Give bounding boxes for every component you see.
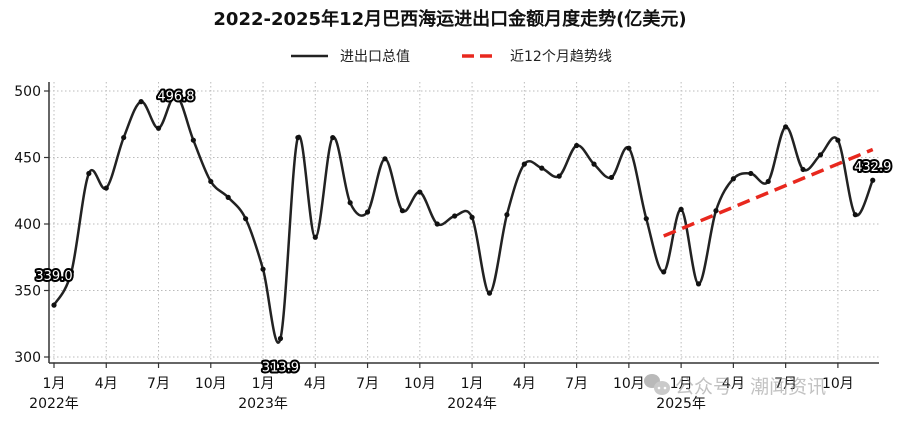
data-label: 313.9	[262, 361, 299, 376]
x-tick-year-label: 2022年	[29, 396, 79, 412]
x-tick-label: 7月	[774, 376, 797, 392]
data-point	[800, 166, 806, 173]
data-point	[173, 92, 179, 98]
legend-label-trend: 近12个月趋势线	[510, 49, 612, 65]
data-label: 432.9	[854, 160, 891, 175]
data-point	[783, 124, 789, 130]
data-point	[243, 216, 249, 222]
x-tick-label: 10月	[613, 376, 645, 392]
data-point	[68, 269, 75, 275]
data-point	[521, 161, 527, 167]
x-tick-label: 4月	[95, 376, 118, 392]
wechat-icon	[644, 374, 670, 395]
data-point	[539, 165, 545, 171]
legend: 进出口总值 近12个月趋势线	[291, 49, 612, 65]
data-point	[347, 200, 353, 206]
data-point	[51, 302, 57, 308]
x-tick-label: 1月	[252, 376, 275, 392]
data-point	[574, 142, 580, 149]
y-tick-label: 350	[14, 284, 41, 300]
data-point	[469, 214, 475, 220]
y-tick-label: 450	[14, 151, 41, 167]
y-tick-label: 300	[14, 350, 41, 366]
legend-item-trend: 近12个月趋势线	[462, 49, 612, 65]
x-tick-label: 10月	[822, 376, 854, 392]
data-point	[591, 161, 597, 167]
data-point	[155, 125, 162, 131]
x-tick-label: 4月	[722, 376, 745, 392]
data-point	[208, 178, 214, 185]
x-tick-label: 1月	[670, 376, 693, 392]
data-point	[730, 176, 736, 182]
data-point	[330, 134, 336, 141]
x-tick-label: 10月	[404, 376, 436, 392]
x-tick-label: 4月	[513, 376, 536, 392]
data-point	[713, 208, 719, 214]
data-point	[138, 99, 144, 105]
data-point	[870, 177, 876, 183]
data-label: 496.8	[157, 89, 194, 104]
data-label: 339.0	[35, 269, 72, 284]
data-point	[103, 185, 109, 191]
data-point	[225, 194, 231, 200]
data-point	[452, 213, 458, 219]
x-tick-year-label: 2023年	[238, 396, 288, 412]
axes	[48, 82, 879, 364]
x-tick-label: 7月	[565, 376, 588, 392]
data-point	[608, 174, 615, 181]
data-point	[295, 134, 301, 141]
data-point	[86, 170, 92, 177]
data-point	[556, 173, 562, 179]
grid-lines	[49, 82, 879, 363]
data-point	[817, 152, 824, 158]
x-tick-label: 1月	[461, 376, 484, 392]
data-point	[399, 208, 405, 214]
x-tick-label: 7月	[356, 376, 379, 392]
data-point	[626, 145, 632, 151]
series-line-total	[52, 94, 874, 344]
x-tick-year-label: 2024年	[447, 396, 497, 412]
x-tick-label: 10月	[195, 376, 227, 392]
data-point	[695, 281, 702, 287]
data-series	[51, 92, 876, 344]
watermark-text: 公众号 · 潮闻资讯	[675, 376, 826, 398]
data-point	[434, 221, 440, 227]
data-point	[277, 335, 284, 342]
data-point	[486, 290, 493, 296]
data-point	[852, 212, 858, 218]
x-tick-label: 7月	[147, 376, 170, 392]
data-point	[190, 137, 196, 143]
x-tick-label: 4月	[304, 376, 327, 392]
y-axis-ticks: 300 350 400 450 500	[14, 84, 49, 366]
data-point	[382, 156, 388, 162]
data-point	[765, 178, 771, 185]
trend-line	[663, 147, 874, 238]
data-point	[661, 269, 667, 275]
legend-item-total: 进出口总值	[291, 49, 410, 65]
y-tick-label: 400	[14, 217, 41, 233]
x-tick-label: 1月	[43, 376, 66, 392]
data-labels: 339.0 496.8 313.9 432.9	[33, 87, 893, 377]
data-point	[417, 189, 423, 195]
data-point	[364, 209, 371, 215]
watermark: 公众号 · 潮闻资讯	[644, 374, 826, 398]
y-tick-label: 500	[14, 84, 41, 100]
data-point	[121, 134, 127, 141]
data-point	[748, 170, 754, 177]
data-point	[643, 216, 649, 222]
data-point	[312, 234, 318, 240]
data-point	[835, 137, 841, 143]
data-point	[504, 212, 510, 218]
x-tick-year-label: 2025年	[656, 396, 706, 412]
data-point	[260, 266, 266, 272]
data-point	[678, 206, 684, 212]
chart-title: 2022-2025年12月巴西海运进出口金额月度走势(亿美元)	[213, 8, 686, 30]
x-axis-ticks: 1月 2022年 4月 7月 10月 1月 2023年 4月 7月 10月 1月 2024年 4月 7月 1…	[29, 363, 854, 412]
legend-label-total: 进出口总值	[340, 49, 410, 65]
